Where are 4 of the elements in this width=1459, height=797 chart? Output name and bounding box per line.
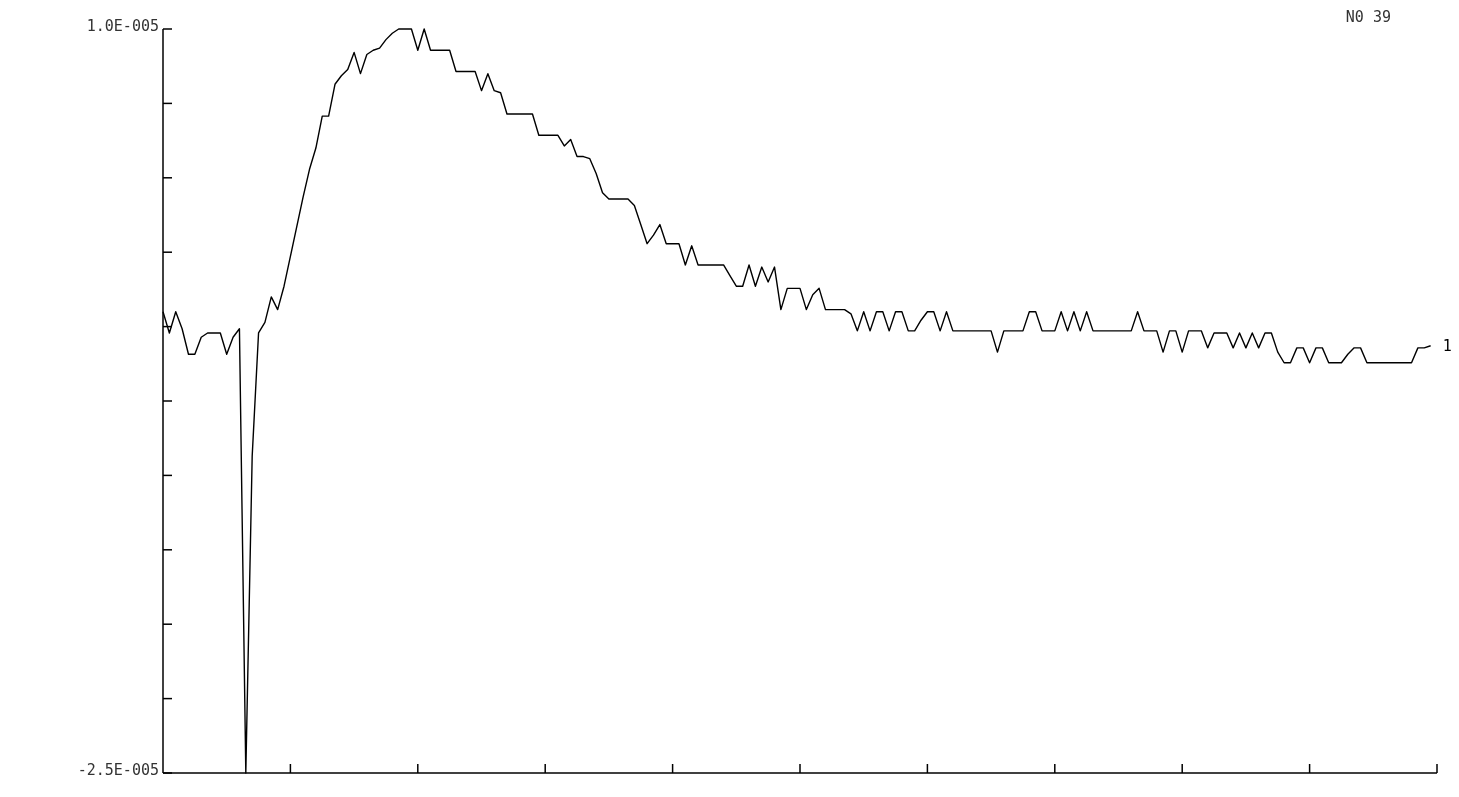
series-label: 1 [1442,336,1452,355]
text: N0 39 [1345,8,1391,26]
y-tick-label: -2.5E-005 [77,760,159,779]
y-tick-label: 1.0E-005 [86,16,159,35]
